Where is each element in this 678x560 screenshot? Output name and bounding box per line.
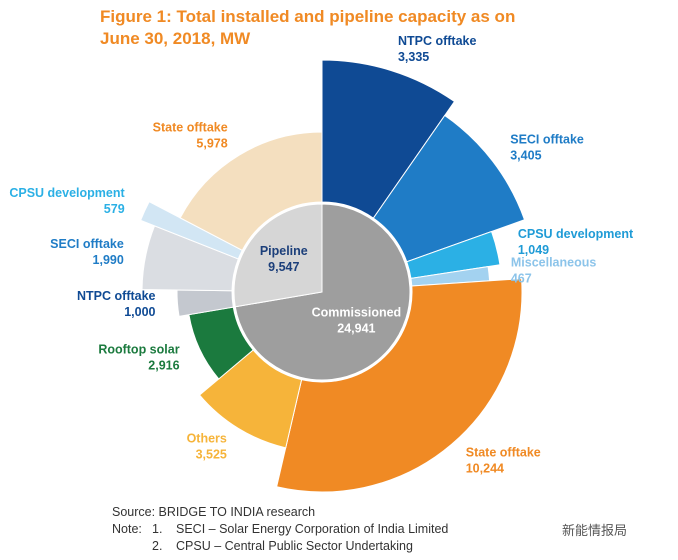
segment-value: 1,000 [124,305,155,319]
segment-label: SECI offtake [510,132,584,146]
segment [321,59,456,219]
segment-label: NTPC offtake [77,289,156,303]
note-label: Note: [112,522,142,536]
note-row: Note: 1. SECI – Solar Energy Corporation o… [112,521,448,538]
note-text: SECI – Solar Energy Corporation of India… [176,522,449,536]
segment-label: CPSU development [9,186,125,200]
segment-value: 3,335 [398,50,429,64]
footnotes: Source: BRIDGE TO INDIA research Note: 1.… [112,504,448,555]
segment-label: CPSU development [518,227,634,241]
segment-value: 1,990 [93,253,124,267]
segment-value: 2,916 [148,358,179,372]
inner-value: 24,941 [337,321,375,335]
source: Source: BRIDGE TO INDIA research [112,505,316,519]
segment [372,114,526,263]
segment-label: Others [187,431,227,445]
segment-value: 1,049 [518,243,549,257]
inner-label: Commissioned [312,305,402,319]
note-num: 2. [152,539,163,553]
watermark: 新能情报局 [562,523,628,538]
note-row: 2. CPSU – Central Public Sector Undertaki… [112,538,448,555]
segment-value: 5,978 [196,137,227,151]
segment [179,131,323,251]
segment-value: 3,405 [510,148,541,162]
segment-value: 467 [511,272,532,286]
inner-label: Pipeline [260,244,308,258]
segment-label: NTPC offtake [398,34,477,48]
chart-title: Figure 1: Total installed and pipeline c… [100,7,516,48]
inner-value: 9,547 [268,260,299,274]
segment-value: 579 [104,202,125,216]
note-text: CPSU – Central Public Sector Undertaking [176,539,413,553]
segment-label: SECI offtake [50,237,124,251]
segment-label: Miscellaneous [511,256,596,270]
note-num: 1. [152,522,163,536]
inner-segment [234,203,411,381]
segment-label: State offtake [466,445,541,459]
segment-label: Rooftop solar [98,342,179,356]
segment-value: 10,244 [466,461,504,475]
segment-value: 3,525 [196,447,227,461]
inner-segment [233,203,323,308]
segment [276,278,523,493]
segment-label: State offtake [153,121,228,135]
segment [198,349,303,449]
